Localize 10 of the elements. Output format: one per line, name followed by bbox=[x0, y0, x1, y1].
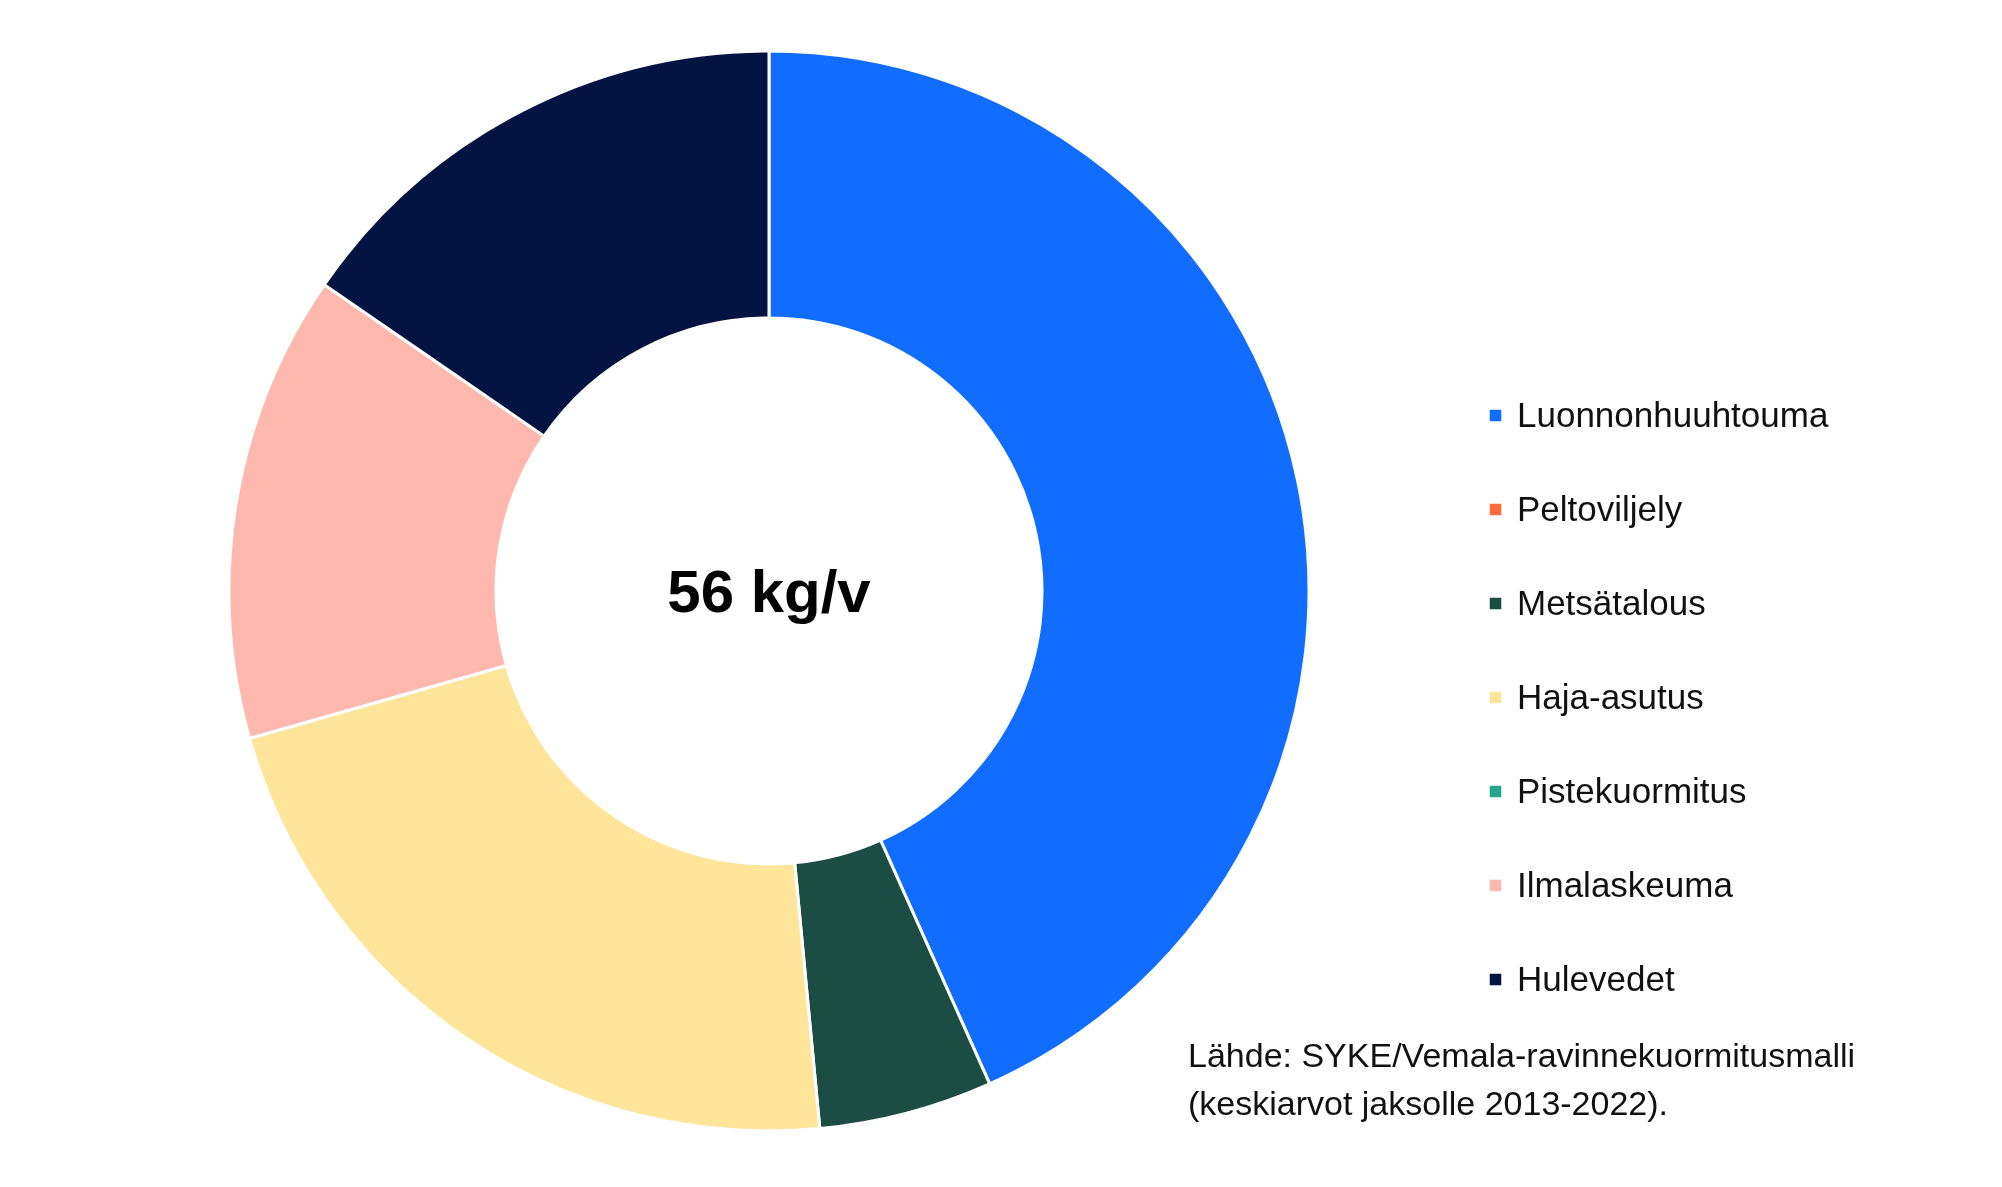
legend-label: Pistekuormitus bbox=[1517, 770, 1747, 810]
text: 56 kg/v bbox=[667, 558, 872, 625]
text: (keskiarvot jaksolle 2013-2022). bbox=[1188, 1084, 1669, 1122]
legend-label: Luonnonhuuhtouma bbox=[1517, 394, 1829, 434]
legend-label: Hulevedet bbox=[1517, 958, 1675, 998]
legend-label: Haja-asutus bbox=[1517, 676, 1704, 716]
legend-label: Peltoviljely bbox=[1517, 488, 1683, 528]
text: Lähde: SYKE/Vemala-ravinnekuormitusmalli bbox=[1188, 1036, 1856, 1074]
legend-label: Metsätalous bbox=[1517, 582, 1706, 622]
legend-label: Ilmalaskeuma bbox=[1517, 864, 1734, 904]
